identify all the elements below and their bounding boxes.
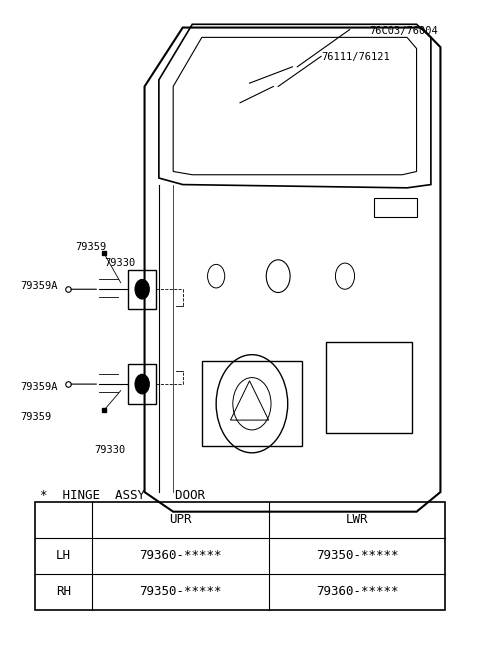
Text: 79350-*****: 79350-***** bbox=[139, 585, 222, 599]
Text: 79330: 79330 bbox=[104, 258, 135, 268]
Text: UPR: UPR bbox=[169, 513, 192, 526]
Text: RH: RH bbox=[56, 585, 71, 599]
Text: 79330: 79330 bbox=[95, 445, 126, 455]
Text: 79350-*****: 79350-***** bbox=[316, 549, 398, 562]
Bar bbox=[35, 502, 445, 610]
Text: 76111/76121: 76111/76121 bbox=[321, 52, 390, 62]
Text: *  HINGE  ASSY    DOOR: * HINGE ASSY DOOR bbox=[39, 489, 204, 502]
Text: LWR: LWR bbox=[346, 513, 368, 526]
Circle shape bbox=[135, 279, 149, 299]
Text: 79360-*****: 79360-***** bbox=[316, 585, 398, 599]
Text: 79359: 79359 bbox=[21, 412, 52, 422]
Text: 79360-*****: 79360-***** bbox=[139, 549, 222, 562]
Text: 76C03/76004: 76C03/76004 bbox=[369, 26, 438, 36]
Text: 79359A: 79359A bbox=[21, 281, 58, 291]
Text: 79359: 79359 bbox=[75, 242, 107, 252]
Text: 79359A: 79359A bbox=[21, 382, 58, 392]
Text: LH: LH bbox=[56, 549, 71, 562]
Circle shape bbox=[135, 374, 149, 394]
